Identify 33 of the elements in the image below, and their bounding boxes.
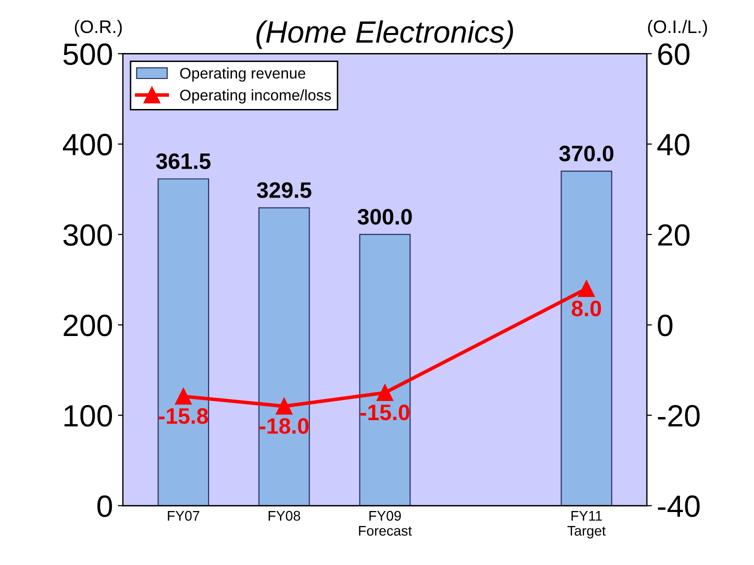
y2-tick-label: 20 <box>658 224 690 246</box>
legend-label: Operating income/loss <box>180 89 331 104</box>
y2-tick-label: 40 <box>657 134 690 156</box>
data-label: 8.0 <box>572 300 602 316</box>
data-label: 300.0 <box>358 208 412 225</box>
data-label: 361.5 <box>156 153 211 170</box>
y2-tick-label: -40 <box>658 495 700 518</box>
y-tick-label: 300 <box>63 224 112 246</box>
x-tick-label: FY08 <box>268 510 300 521</box>
data-label: 370.0 <box>559 146 614 162</box>
y2-axis-title: (O.I./L.) <box>648 20 708 37</box>
y-tick-label: 100 <box>64 405 112 427</box>
data-label: -18.0 <box>260 418 309 434</box>
y-axis-title: (O.R.) <box>74 20 122 37</box>
y-tick-label: 200 <box>64 314 112 336</box>
bar <box>359 234 411 506</box>
legend-label: Operating revenue <box>180 67 306 82</box>
y2-tick-label: 0 <box>658 314 672 336</box>
data-label: -15.8 <box>158 408 208 424</box>
bar <box>560 170 612 506</box>
bar <box>158 178 210 506</box>
data-label: 329.5 <box>256 182 312 198</box>
y2-tick-label: -20 <box>658 405 700 427</box>
x-tick-label: FY09 Forecast <box>359 510 412 536</box>
y-tick-label: 500 <box>63 43 112 66</box>
data-label: -15.0 <box>360 404 410 420</box>
y2-tick-label: 60 <box>658 43 690 66</box>
x-tick-label: FY07 <box>168 510 200 521</box>
x-tick-label: FY11 Target <box>567 511 606 538</box>
y-tick-label: 400 <box>62 134 112 156</box>
bar <box>258 207 310 506</box>
y-tick-label: 0 <box>97 495 112 518</box>
chart-title: (Home Electronics) <box>256 20 513 49</box>
